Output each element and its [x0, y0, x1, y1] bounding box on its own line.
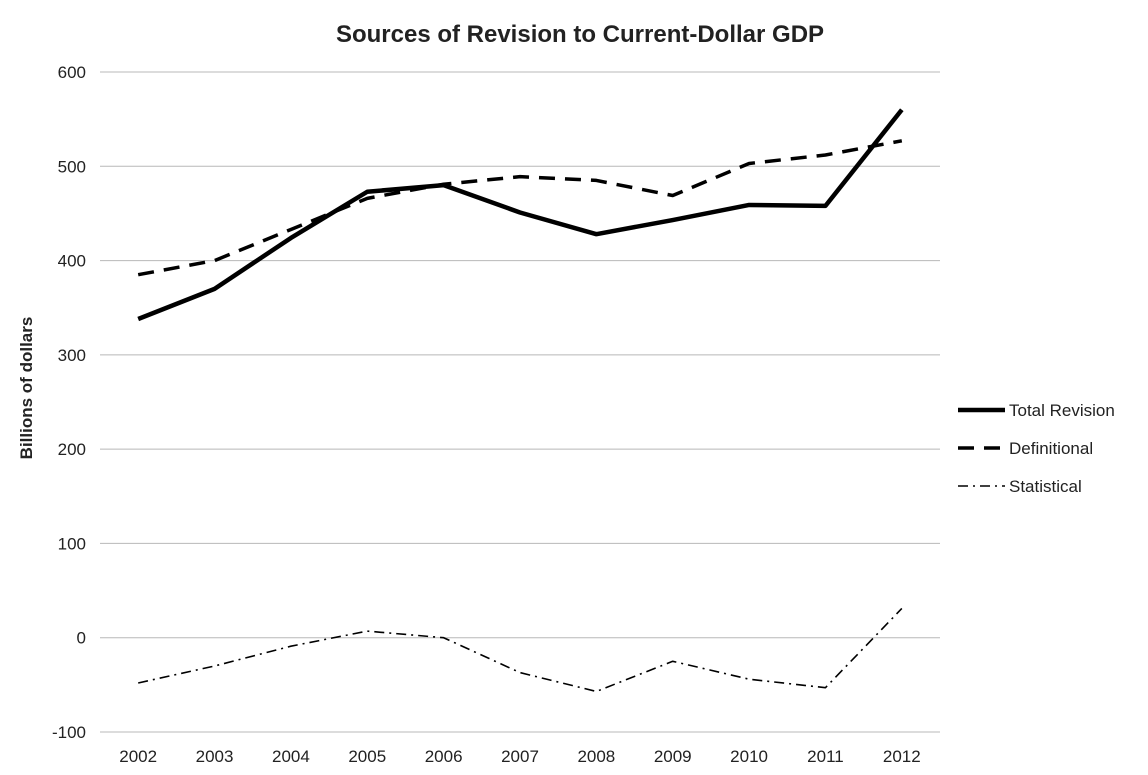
x-axis-ticks: 2002 2003 2004 2005 2006 2007 2008 2009 2010 2011… — [119, 747, 920, 766]
y-tick-label: 500 — [58, 157, 86, 176]
y-tick-label: 600 — [58, 63, 86, 82]
series-lines — [137, 108, 904, 693]
x-tick-label: 2010 — [730, 747, 768, 766]
x-tick-label: 2003 — [196, 747, 234, 766]
x-tick-label: 2002 — [119, 747, 157, 766]
y-tick-label: 0 — [77, 629, 86, 648]
legend-label: Definitional — [1009, 439, 1093, 458]
y-tick-label: 100 — [58, 534, 86, 553]
x-tick-label: 2004 — [272, 747, 310, 766]
legend: Total Revision Definitional Statistical — [958, 401, 1115, 496]
gridlines — [100, 71, 940, 733]
y-tick-label: 200 — [58, 440, 86, 459]
y-axis-ticks: -100 0 100 200 300 400 500 600 — [52, 63, 86, 742]
x-tick-label: 2006 — [425, 747, 463, 766]
series-line-total-revision — [137, 108, 904, 322]
y-tick-label: 400 — [58, 252, 86, 271]
y-axis-label: Billions of dollars — [17, 317, 36, 460]
y-tick-label: 300 — [58, 346, 86, 365]
x-tick-label: 2009 — [654, 747, 692, 766]
legend-label: Total Revision — [1009, 401, 1115, 420]
x-tick-label: 2011 — [807, 747, 844, 766]
series-line-statistical — [138, 607, 903, 693]
x-tick-label: 2008 — [577, 747, 615, 766]
chart-title: Sources of Revision to Current-Dollar GD… — [336, 21, 824, 48]
series-line-definitional — [137, 139, 903, 277]
x-tick-label: 2005 — [348, 747, 386, 766]
legend-label: Statistical — [1009, 477, 1082, 496]
x-tick-label: 2012 — [883, 747, 921, 766]
y-tick-label: -100 — [52, 723, 86, 742]
x-tick-label: 2007 — [501, 747, 539, 766]
